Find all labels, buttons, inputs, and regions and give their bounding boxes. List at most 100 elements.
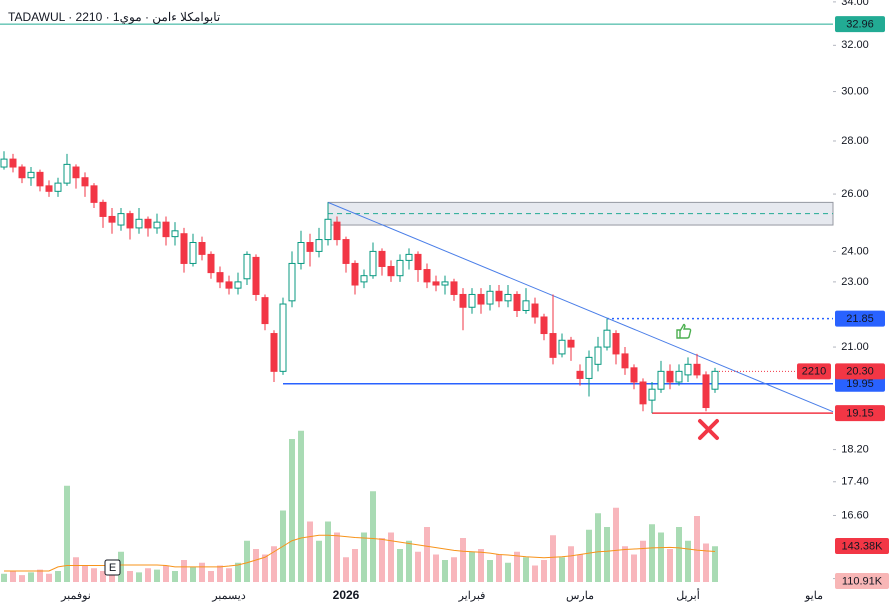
candle-body — [675, 370, 683, 383]
volume-bar — [325, 521, 331, 582]
cross-icon — [698, 419, 719, 440]
candle-body — [54, 182, 62, 192]
volume-bar — [352, 549, 358, 582]
volume-bar — [631, 554, 637, 582]
candle-body — [270, 333, 278, 372]
candle-body — [540, 316, 548, 335]
candle-body — [126, 213, 134, 229]
volume-bar — [397, 549, 403, 582]
x-tick-label: ديسمبر — [211, 590, 246, 602]
volume-bar — [712, 546, 718, 582]
candle-body — [315, 239, 323, 252]
volume-bar — [667, 549, 673, 582]
candle-body — [306, 242, 314, 252]
volume-bar — [208, 571, 214, 582]
price-tag-label: 21.85 — [846, 313, 874, 325]
candle-body — [99, 201, 107, 217]
x-tick-label: نوفمبر — [60, 590, 91, 602]
candle-body — [18, 166, 26, 179]
price-tag — [835, 16, 885, 33]
y-tick-label: 23.00 — [841, 276, 869, 288]
volume-bar — [532, 565, 538, 582]
candle-body — [72, 166, 80, 179]
x-tick-label: مارس — [566, 590, 594, 602]
candle-body — [594, 346, 602, 365]
volume-bar — [424, 527, 430, 582]
volume-bar — [64, 485, 70, 582]
candle-body — [684, 363, 692, 376]
volume-bar — [244, 540, 250, 582]
candle-body — [630, 367, 638, 383]
trendline — [327, 201, 834, 413]
volume-bar — [523, 557, 529, 582]
y-tick-label: 28.00 — [841, 135, 869, 147]
y-tick-label: 26.00 — [841, 188, 869, 200]
volume-bar — [82, 565, 88, 582]
candle-body — [405, 253, 413, 261]
volume-bar — [568, 546, 574, 582]
candle-body — [576, 370, 584, 379]
candle-body — [459, 293, 467, 308]
volume-bar — [289, 439, 295, 582]
candle-body — [513, 293, 521, 311]
price-tag-label: 20.30 — [846, 366, 874, 378]
volume-bar — [55, 571, 61, 582]
volume-bar — [181, 560, 187, 582]
volume-bar — [640, 540, 646, 582]
volume-bar — [361, 532, 367, 582]
candle-body — [369, 250, 377, 277]
x-tick-label: 2026 — [333, 588, 360, 602]
candle-body — [234, 281, 242, 289]
volume-bar — [559, 557, 565, 582]
y-tick-label: 32.00 — [841, 39, 869, 51]
volume-bar — [577, 554, 583, 582]
x-tick-label: مايو — [804, 590, 823, 602]
event-label: E — [109, 562, 116, 574]
candle-body — [90, 185, 98, 203]
candle-body — [378, 250, 386, 267]
candle-body — [414, 253, 422, 271]
candle-body — [63, 163, 71, 184]
candle-body — [702, 374, 710, 409]
volume-bar — [199, 562, 205, 582]
candle-body — [711, 370, 719, 390]
volume-bar — [388, 532, 394, 582]
candle-body — [468, 293, 476, 308]
candle-body — [108, 215, 116, 223]
volume-bar — [226, 568, 232, 582]
volume-ma — [4, 534, 716, 572]
volume-bar — [541, 560, 547, 582]
volume-bar — [37, 569, 43, 582]
candle-body — [243, 253, 251, 280]
candle-body — [45, 185, 53, 192]
price-tag-label: 19.15 — [846, 408, 874, 420]
candle-body — [288, 262, 296, 302]
volume-bar — [586, 529, 592, 582]
volume-bar — [190, 566, 196, 582]
price-tag — [835, 375, 885, 392]
volume-bar — [145, 568, 151, 582]
volume-bar — [694, 516, 700, 582]
volume-bar — [136, 572, 142, 582]
candle-body — [207, 253, 215, 274]
volume-bar — [505, 562, 511, 582]
volume-bar — [271, 546, 277, 582]
volume-bar — [613, 507, 619, 582]
symbol-tag — [797, 363, 831, 380]
volume-bar — [91, 568, 97, 582]
volume-tag — [835, 573, 889, 589]
volume-bar — [379, 538, 385, 582]
candle-body — [261, 297, 269, 325]
candle-body — [144, 218, 152, 229]
candle-body — [612, 333, 620, 355]
candle-body — [117, 213, 125, 226]
price-tag-label: 19.95 — [846, 378, 874, 390]
candle-body — [279, 303, 287, 372]
candle-body — [81, 177, 89, 187]
chart-title: TADAWUL · 2210 · تابوامكلا ءامن · موي1 — [8, 10, 220, 24]
candle-body — [522, 300, 530, 311]
candle-body — [504, 293, 512, 302]
volume-bar — [343, 557, 349, 582]
